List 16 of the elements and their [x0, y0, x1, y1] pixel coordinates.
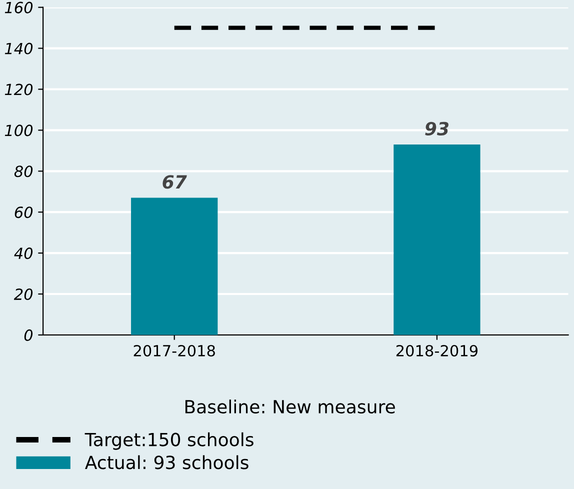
legend-label: Target:150 schools — [84, 432, 254, 450]
y-tick-label: 80 — [14, 166, 33, 178]
y-tick-label: 160 — [4, 2, 33, 14]
y-tick-label: 20 — [14, 288, 33, 300]
x-tick-label: 2018-2019 — [396, 344, 478, 357]
legend-label: Actual: 93 schools — [85, 455, 248, 470]
y-tick-label: 60 — [14, 206, 33, 218]
data-label: 67 — [162, 175, 187, 189]
data-label: 93 — [425, 122, 448, 136]
y-tick-label: 40 — [14, 248, 33, 260]
y-tick-label: 100 — [4, 124, 33, 136]
y-tick-label: 120 — [4, 84, 33, 96]
y-tick-label: 140 — [4, 42, 33, 54]
text: Baseline: New measure — [185, 400, 395, 414]
y-tick-label: 0 — [24, 329, 33, 341]
x-tick-label: 2017-2018 — [134, 344, 215, 357]
